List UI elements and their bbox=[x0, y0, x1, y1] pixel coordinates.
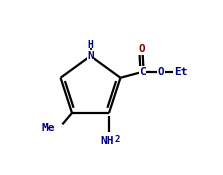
Text: C: C bbox=[139, 67, 146, 77]
Text: NH: NH bbox=[101, 136, 114, 146]
Text: O: O bbox=[157, 67, 164, 77]
Text: H: H bbox=[88, 40, 93, 50]
Text: O: O bbox=[138, 44, 145, 54]
Text: Me: Me bbox=[42, 123, 55, 133]
Text: N: N bbox=[87, 51, 94, 61]
Text: Et: Et bbox=[174, 67, 188, 77]
Text: 2: 2 bbox=[115, 135, 120, 144]
